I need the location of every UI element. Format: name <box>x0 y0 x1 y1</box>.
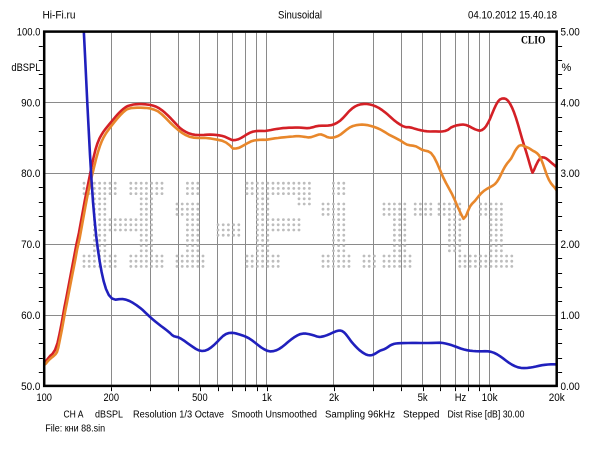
svg-text:2k: 2k <box>329 392 339 404</box>
svg-text:Resolution 1/3 Octave: Resolution 1/3 Octave <box>133 409 224 420</box>
svg-text:Stepped: Stepped <box>403 409 440 420</box>
svg-text:5k: 5k <box>418 392 428 404</box>
svg-text:dBSPL: dBSPL <box>95 409 123 420</box>
svg-text:Dist Rise [dB] 30.00: Dist Rise [dB] 30.00 <box>448 409 525 420</box>
svg-text:Smooth Unsmoothed: Smooth Unsmoothed <box>232 409 318 420</box>
svg-text:500: 500 <box>192 392 208 404</box>
svg-text:04.10.2012 15.40.18: 04.10.2012 15.40.18 <box>468 10 557 22</box>
svg-text:Sampling 96kHz: Sampling 96kHz <box>325 409 395 420</box>
svg-text:5.00: 5.00 <box>561 27 580 39</box>
svg-text:90.0: 90.0 <box>21 97 40 109</box>
svg-text:10k: 10k <box>482 392 498 404</box>
svg-text:50.0: 50.0 <box>21 381 40 393</box>
svg-text:CH A: CH A <box>64 409 84 420</box>
svg-text:1.00: 1.00 <box>561 310 580 322</box>
svg-text:0.00: 0.00 <box>561 381 580 393</box>
svg-text:1k: 1k <box>262 392 272 404</box>
svg-text:3.00: 3.00 <box>561 168 580 180</box>
svg-text:Hi-Fi.ru: Hi-Fi.ru <box>43 10 76 22</box>
svg-text:Sinusoidal: Sinusoidal <box>278 10 322 22</box>
svg-text:%: % <box>562 62 572 74</box>
svg-text:File: кни 88.sin: File: кни 88.sin <box>45 424 105 435</box>
svg-text:80.0: 80.0 <box>21 168 40 180</box>
svg-text:100.0: 100.0 <box>17 27 41 39</box>
svg-text:4.00: 4.00 <box>561 97 580 109</box>
svg-text:2.00: 2.00 <box>561 239 580 251</box>
svg-text:dBSPL: dBSPL <box>11 62 40 74</box>
svg-text:60.0: 60.0 <box>21 310 40 322</box>
svg-text:70.0: 70.0 <box>21 239 40 251</box>
svg-text:100: 100 <box>36 392 52 404</box>
svg-text:200: 200 <box>103 392 119 404</box>
svg-text:Hz: Hz <box>455 392 467 404</box>
svg-text:20k: 20k <box>549 392 565 404</box>
svg-text:CLIO: CLIO <box>521 35 546 47</box>
